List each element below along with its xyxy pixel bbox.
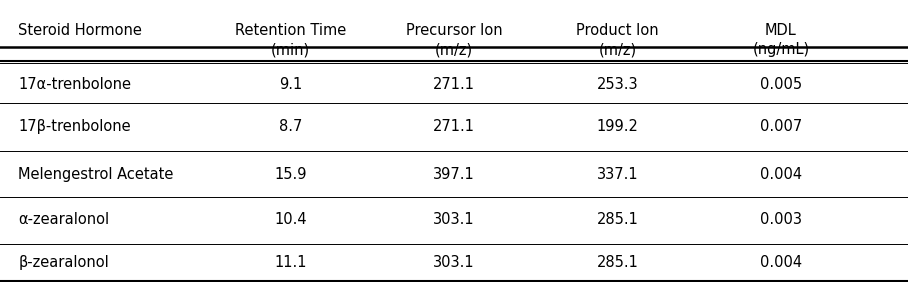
Text: 0.004: 0.004 <box>760 255 802 270</box>
Text: 15.9: 15.9 <box>274 167 307 182</box>
Text: 0.005: 0.005 <box>760 77 802 92</box>
Text: 397.1: 397.1 <box>433 167 475 182</box>
Text: 11.1: 11.1 <box>274 255 307 270</box>
Text: 271.1: 271.1 <box>433 119 475 135</box>
Text: α-zearalonol: α-zearalonol <box>18 212 109 228</box>
Text: Precursor Ion
(m/z): Precursor Ion (m/z) <box>406 23 502 57</box>
Text: 285.1: 285.1 <box>597 255 638 270</box>
Text: Steroid Hormone: Steroid Hormone <box>18 23 142 38</box>
Text: 337.1: 337.1 <box>597 167 638 182</box>
Text: Melengestrol Acetate: Melengestrol Acetate <box>18 167 173 182</box>
Text: 0.003: 0.003 <box>760 212 802 228</box>
Text: Retention Time
(min): Retention Time (min) <box>235 23 346 57</box>
Text: Product Ion
(m/z): Product Ion (m/z) <box>577 23 658 57</box>
Text: 303.1: 303.1 <box>433 255 475 270</box>
Text: 271.1: 271.1 <box>433 77 475 92</box>
Text: 17α-trenbolone: 17α-trenbolone <box>18 77 131 92</box>
Text: 303.1: 303.1 <box>433 212 475 228</box>
Text: 199.2: 199.2 <box>597 119 638 135</box>
Text: 8.7: 8.7 <box>279 119 302 135</box>
Text: 9.1: 9.1 <box>279 77 302 92</box>
Text: 285.1: 285.1 <box>597 212 638 228</box>
Text: 17β-trenbolone: 17β-trenbolone <box>18 119 131 135</box>
Text: 253.3: 253.3 <box>597 77 638 92</box>
Text: 10.4: 10.4 <box>274 212 307 228</box>
Text: 0.007: 0.007 <box>760 119 802 135</box>
Text: 0.004: 0.004 <box>760 167 802 182</box>
Text: β-zearalonol: β-zearalonol <box>18 255 109 270</box>
Text: MDL
(ng/mL): MDL (ng/mL) <box>753 23 809 57</box>
